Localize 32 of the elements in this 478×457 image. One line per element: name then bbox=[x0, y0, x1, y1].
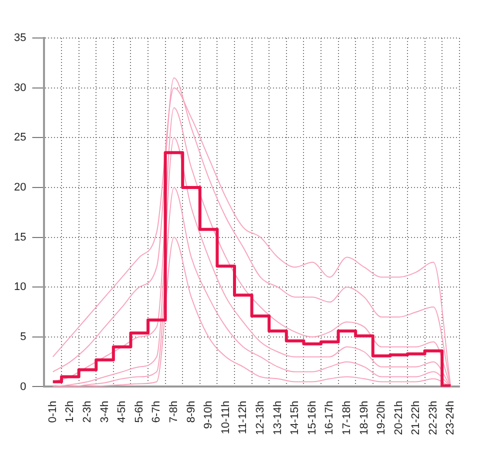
x-tick-label: 18-19h bbox=[358, 400, 370, 436]
y-tick-label: 35 bbox=[14, 32, 26, 44]
x-tick-label: 20-21h bbox=[392, 400, 405, 436]
x-tick-label: 14-15h bbox=[289, 400, 302, 436]
x-tick-label: 8-9h bbox=[185, 400, 198, 423]
x-tick-label: 16-17h bbox=[324, 400, 336, 436]
y-tick-label: 5 bbox=[20, 330, 26, 343]
y-tick-label: 15 bbox=[14, 231, 26, 244]
y-tick-label: 10 bbox=[14, 281, 26, 294]
x-tick-label: 4-5h bbox=[116, 400, 128, 423]
x-tick-label: 2-3h bbox=[82, 400, 94, 423]
y-tick-label: 20 bbox=[14, 181, 26, 194]
x-tick-label: 11-12h bbox=[237, 400, 250, 434]
y-tick-label: 25 bbox=[14, 132, 26, 144]
x-tick-label: 1-2h bbox=[64, 400, 76, 423]
x-tick-label: 7-8h bbox=[168, 400, 180, 423]
x-tick-label: 5-6h bbox=[133, 400, 146, 423]
x-tick-label: 12-13h bbox=[254, 400, 266, 436]
y-tick-label: 0 bbox=[20, 380, 26, 393]
y-tick-label: 30 bbox=[14, 82, 26, 94]
x-tick-label: 23-24h bbox=[444, 400, 457, 436]
x-tick-label: 17-18h bbox=[340, 400, 353, 436]
x-tick-label: 21-22h bbox=[410, 400, 422, 436]
x-tick-label: 22-23h bbox=[427, 400, 440, 436]
x-tick-label: 13-14h bbox=[272, 400, 284, 436]
x-tick-label: 6-7h bbox=[150, 400, 163, 423]
x-tick-label: 9-10h bbox=[202, 400, 215, 429]
x-tick-label: 10-11h bbox=[220, 400, 232, 434]
x-tick-label: 19-20h bbox=[376, 400, 388, 436]
x-tick-label: 3-4h bbox=[98, 400, 111, 423]
x-tick-label: 0-1h bbox=[46, 400, 59, 423]
x-tick-label: 15-16h bbox=[306, 400, 318, 436]
